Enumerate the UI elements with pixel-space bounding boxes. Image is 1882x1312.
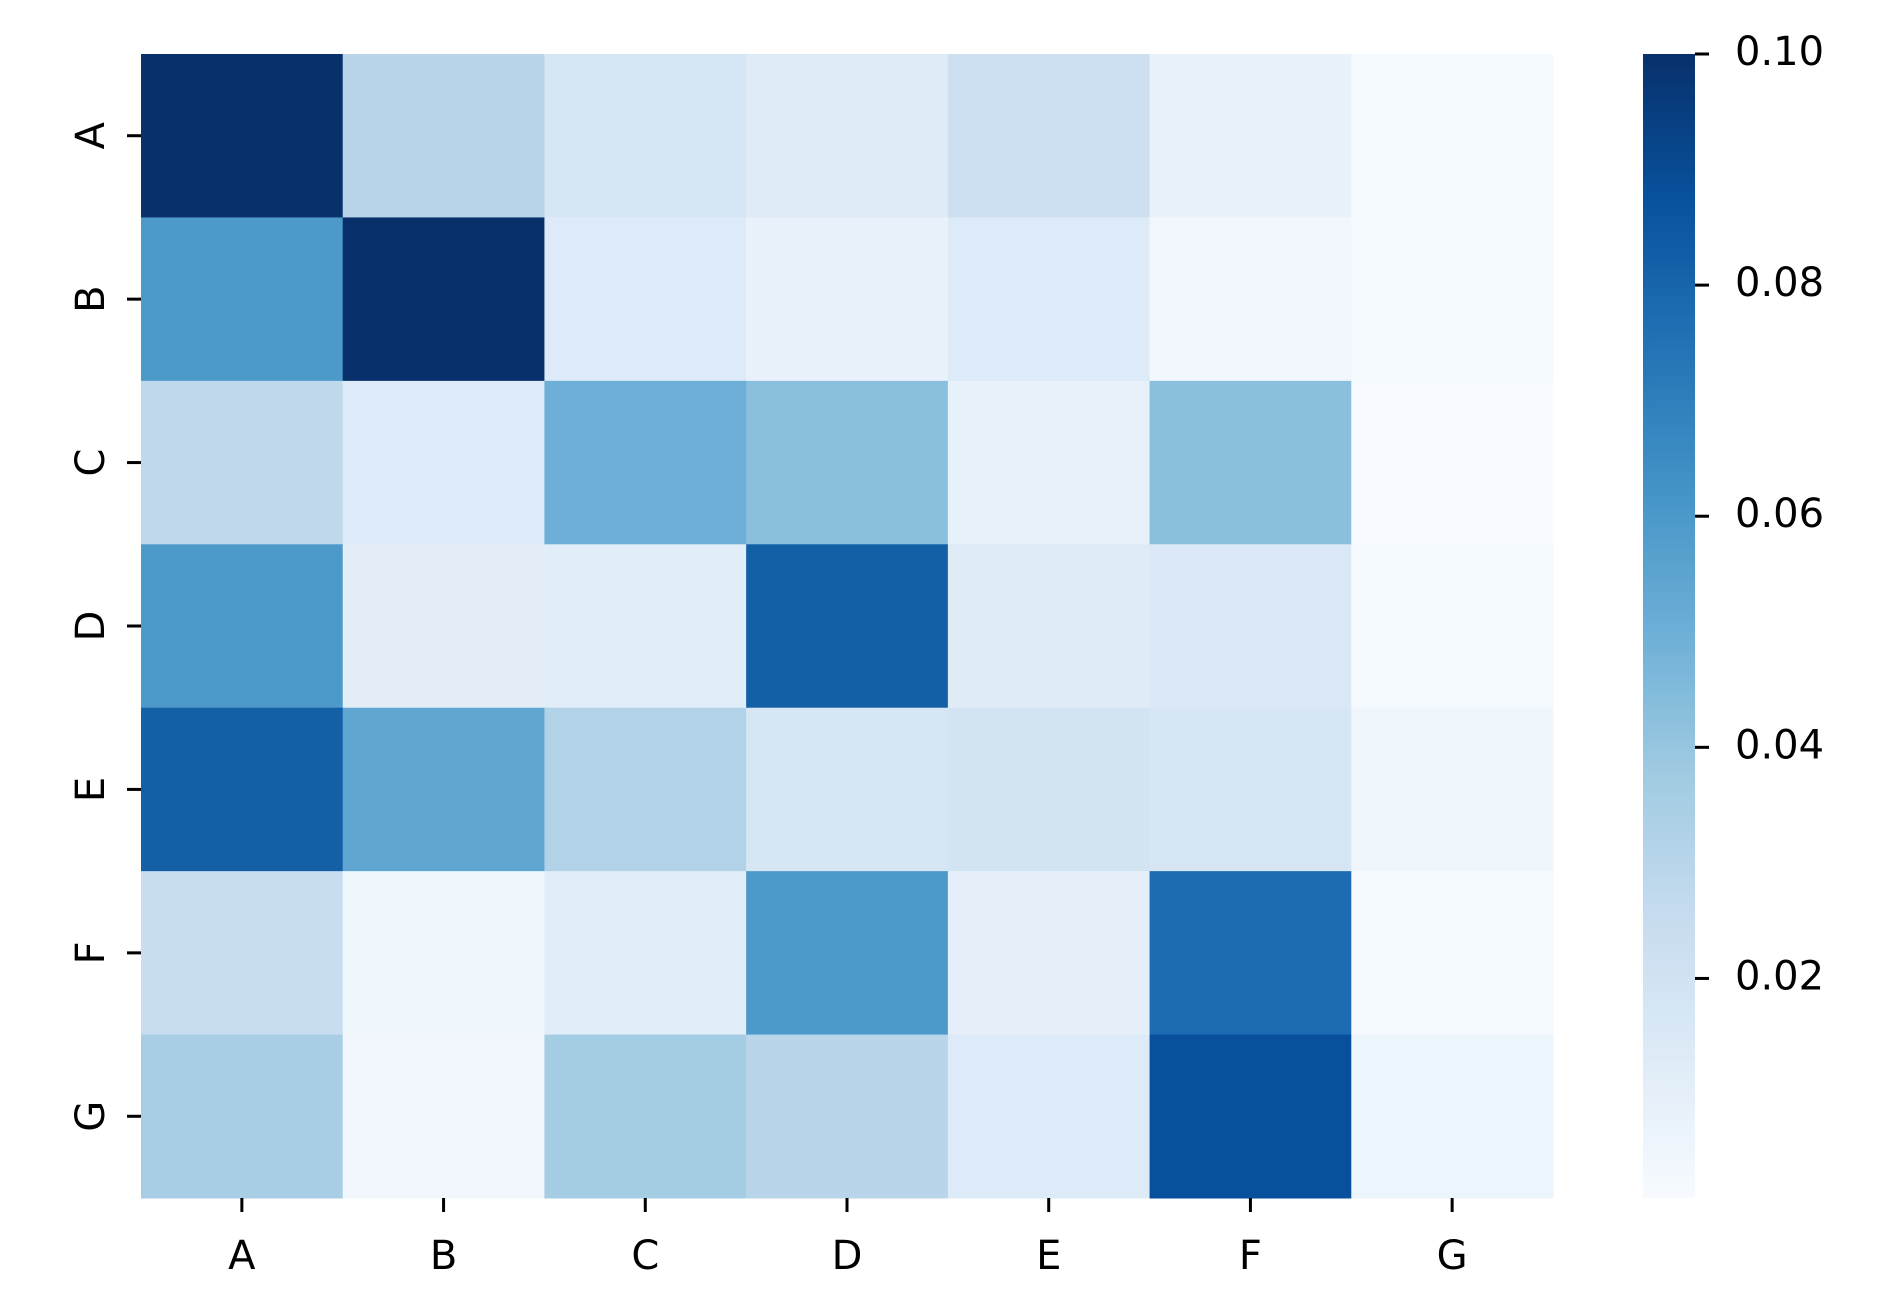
x-tick-label: G [1437,1233,1468,1279]
x-tick-label: F [1239,1233,1262,1279]
heatmap-cell [342,871,545,1036]
heatmap-cell [141,1034,344,1199]
colorbar-tick-label: 0.08 [1735,260,1824,306]
heatmap-cell [947,871,1151,1036]
heatmap-cell [1351,871,1554,1036]
y-tick-label: F [68,941,114,964]
heatmap-cell [746,1034,949,1199]
heatmap-cell [544,217,747,382]
heatmap-cell [1149,380,1352,545]
heatmap-cell [1149,1034,1352,1199]
heatmap-cell [746,217,949,382]
heatmap-cell [947,1034,1151,1199]
heatmap-cell [1351,544,1554,709]
heatmap-cell [1149,217,1352,382]
heatmap-cell [746,871,949,1036]
heatmap-cell [342,217,545,382]
y-tick-label: E [68,777,114,802]
colorbar-tick-label: 0.10 [1735,29,1824,75]
heatmap-cell [544,54,747,218]
heatmap-cell [342,1034,545,1199]
heatmap-cell [141,707,344,872]
heatmap-cell [141,544,344,709]
heatmap-cell [947,54,1151,218]
y-tick-label: D [68,611,114,642]
heatmap-cell [1149,707,1352,872]
x-tick-label: E [1036,1233,1061,1279]
heatmap-cell [544,707,747,872]
heatmap-cell [544,380,747,545]
heatmap-cell [544,871,747,1036]
y-tick-label: C [68,449,114,477]
heatmap-cell [1351,54,1554,218]
heatmap-cell [947,217,1151,382]
heatmap-cell [746,707,949,872]
heatmap-cell [1351,1034,1554,1199]
heatmap-cell [544,1034,747,1199]
heatmap-cell [1351,707,1554,872]
heatmap-cell [947,380,1151,545]
heatmap-cell [746,380,949,545]
heatmap-cell [1351,380,1554,545]
colorbar [1643,54,1695,1198]
heatmap-cell [342,54,545,218]
x-tick-label: A [228,1233,256,1279]
heatmap-cell [1149,54,1352,218]
colorbar-tick-label: 0.06 [1735,491,1824,537]
heatmap-cell [342,380,545,545]
heatmap-cell [141,217,344,382]
heatmap-cell [947,707,1151,872]
heatmap-cell [141,871,344,1036]
heatmap-cell [141,54,344,218]
heatmap-cell [1149,871,1352,1036]
heatmap-cell [544,544,747,709]
heatmap-cell [342,707,545,872]
heatmap-cell [1351,217,1554,382]
heatmap-cell [947,544,1151,709]
heatmap-cell [141,380,344,545]
y-tick-label: G [68,1101,114,1132]
heatmap-cell [746,54,949,218]
x-tick-label: D [832,1233,863,1279]
heatmap-cell [342,544,545,709]
colorbar-tick-label: 0.02 [1735,953,1824,999]
colorbar-tick-label: 0.04 [1735,722,1824,768]
x-tick-label: B [430,1233,457,1279]
x-tick-label: C [631,1233,659,1279]
heatmap-cell [1149,544,1352,709]
heatmap-cell [746,544,949,709]
y-tick-label: B [68,285,114,312]
y-tick-label: A [68,121,114,149]
